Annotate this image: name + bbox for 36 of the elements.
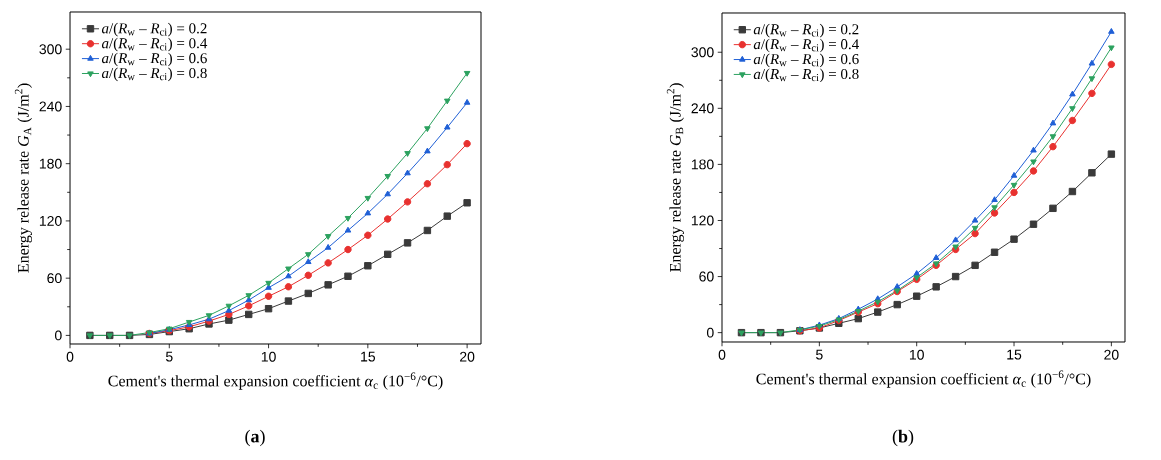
legend-label: a/(R$_{w}$ – R$_{ci}$) = 0.6 [753,53,859,68]
x-tick-label: 10 [909,349,924,360]
x-tick-label: 20 [1104,349,1119,360]
x-axis-title: Cement's thermal expansion coefficient α$_{c}$ (10$^{−6}$/°C) [108,372,443,390]
y-tick-label: 180 [39,158,62,169]
legend-label: a/(R$_{w}$ – R$_{ci}$) = 0.4 [753,38,859,53]
x-tick-label: 5 [816,349,823,360]
legend-label: a/(R$_{w}$ – R$_{ci}$) = 0.8 [101,67,207,82]
x-tick-label: 10 [261,351,276,362]
x-tick-label: 5 [165,351,173,362]
y-tick-label: 0 [706,327,714,338]
y-axis-title: Energy release rate G$_{B}$ (J/m$^{2}$) [666,83,684,272]
y-tick-label: 180 [691,159,714,170]
legend-label: a/(R$_{w}$ – R$_{ci}$) = 0.8 [753,68,859,83]
x-tick-label: 15 [1007,349,1022,360]
y-tick-label: 60 [699,271,714,282]
text: (a) [245,429,265,447]
y-tick-label: 60 [47,273,62,284]
y-tick-label: 300 [39,44,62,55]
text: (b) [892,429,914,447]
x-tick-label: 0 [66,351,74,362]
y-axis-title: Energy release rate G$_{A}$ (J/m$^{2}$) [14,83,32,273]
legend-label: a/(R$_{w}$ – R$_{ci}$) = 0.2 [101,22,207,37]
y-tick-label: 120 [39,215,62,226]
y-tick-label: 300 [691,47,714,58]
legend-label: a/(R$_{w}$ – R$_{ci}$) = 0.4 [101,37,208,52]
y-tick-label: 120 [691,215,714,226]
x-tick-label: 15 [361,351,376,362]
x-tick-label: 20 [460,351,475,362]
y-tick-label: 0 [54,330,62,341]
x-axis-title: Cement's thermal expansion coefficient α$_{c}$ (10$^{−6}$/°C) [756,370,1091,388]
y-tick-label: 240 [39,101,62,112]
y-tick-label: 240 [691,103,714,114]
legend-label: a/(R$_{w}$ – R$_{ci}$) = 0.6 [101,52,207,67]
legend-label: a/(R$_{w}$ – R$_{ci}$) = 0.2 [753,23,859,38]
x-tick-label: 0 [718,349,726,360]
